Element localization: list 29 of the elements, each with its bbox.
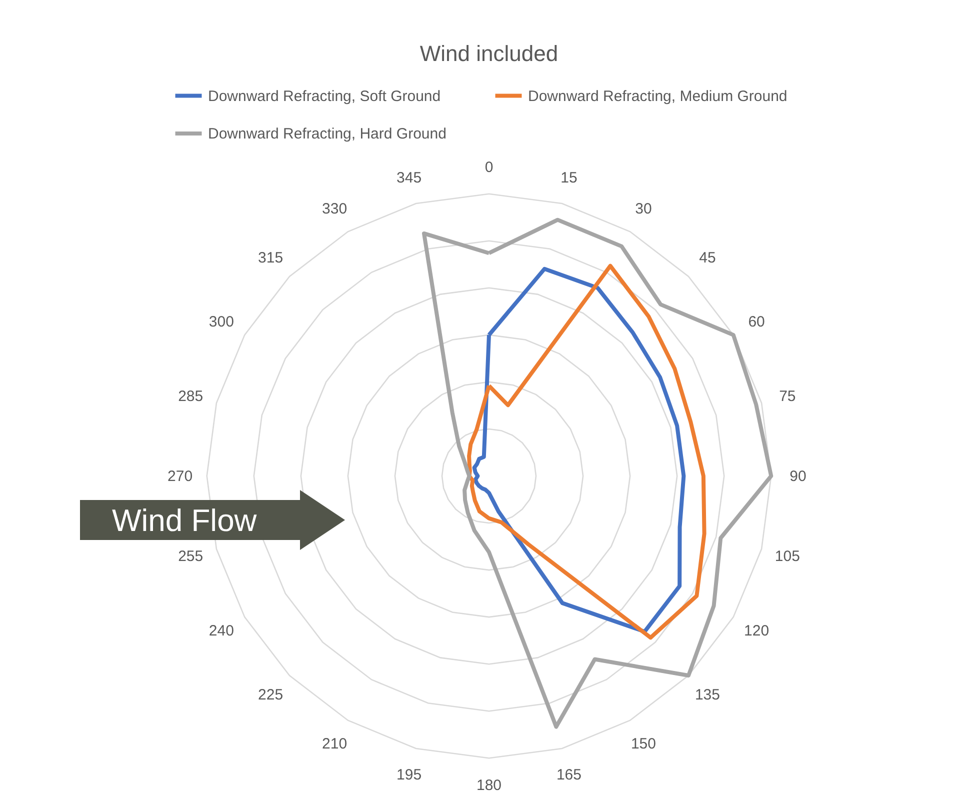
- spoke-label: 255: [178, 548, 204, 565]
- spoke-label: 75: [779, 388, 796, 406]
- spoke-label: 45: [699, 250, 716, 267]
- spoke-label: 315: [258, 250, 284, 267]
- legend-label: Downward Refracting, Hard Ground: [208, 126, 446, 142]
- spoke-label: 180: [476, 776, 502, 794]
- spoke-label: 90: [790, 468, 806, 485]
- legend-label: Downward Refracting, Medium Ground: [528, 88, 788, 105]
- spoke-label: 150: [630, 736, 656, 753]
- spoke-label: 120: [744, 622, 770, 640]
- text: Wind Flow: [112, 503, 257, 539]
- spoke-label: 270: [168, 468, 193, 485]
- spoke-label: 225: [258, 686, 284, 704]
- chart-title: Wind included: [420, 41, 558, 66]
- spoke-label: 0: [484, 159, 494, 176]
- spoke-label: 345: [396, 170, 422, 187]
- legend-label: Downward Refracting, Soft Ground: [208, 88, 441, 105]
- spoke-label: 240: [208, 622, 234, 640]
- spoke-label: 300: [208, 314, 234, 331]
- spoke-label: 15: [560, 170, 578, 187]
- spoke-label: 195: [396, 766, 422, 784]
- spoke-label: 210: [322, 736, 348, 753]
- spoke-label: 330: [322, 200, 348, 218]
- spoke-label: 30: [635, 200, 652, 218]
- spoke-label: 135: [694, 686, 720, 704]
- spoke-label: 60: [748, 314, 765, 331]
- spoke-label: 165: [556, 766, 582, 784]
- spoke-label: 285: [178, 388, 204, 406]
- spoke-label: 105: [774, 548, 800, 565]
